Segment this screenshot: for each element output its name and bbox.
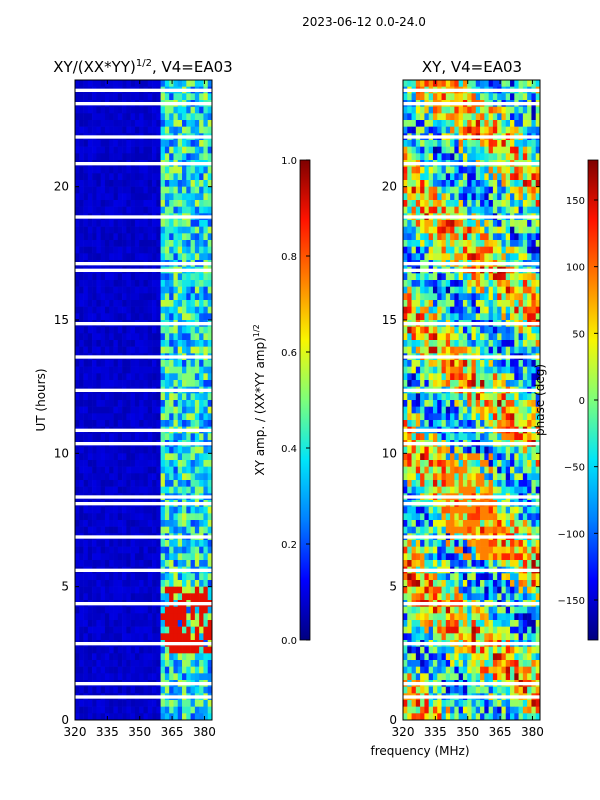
colorbar-tick-label: −150	[558, 596, 585, 607]
x-tick-label: 335	[96, 725, 119, 739]
x-tick-label: 365	[161, 725, 184, 739]
left-heatmap	[75, 80, 213, 721]
y-tick-label: 10	[54, 446, 69, 460]
y-tick-label: 0	[61, 713, 69, 727]
y-tick-label: 15	[382, 313, 397, 327]
right-x-axis: 320 335 350 365 380	[392, 80, 544, 739]
y-tick-label: 10	[382, 446, 397, 460]
colorbar-tick-label: 0.8	[281, 252, 297, 263]
amplitude-ratio-plot: XY/(XX*YY)1/2, V4=EA03 320 335 350 365 380 0…	[34, 58, 233, 739]
colorbar-tick-label: 100	[566, 263, 585, 274]
right-heatmap	[403, 80, 541, 721]
colorbar-tick-label: 0.2	[281, 540, 297, 551]
amplitude-colorbar-gradient	[299, 159, 311, 641]
figure-title: 2023-06-12 0.0-24.0	[302, 15, 426, 29]
left-plot-frame	[74, 79, 213, 721]
left-y-axis-label: UT (hours)	[34, 368, 48, 431]
y-tick-label: 5	[61, 580, 69, 594]
left-y-axis: 0 5 10 15 20	[54, 180, 212, 727]
x-tick-label: 350	[456, 725, 479, 739]
phase-colorbar: −150 −100 −50 0 50 100 150 phase (deg)	[533, 159, 599, 641]
left-plot-title: XY/(XX*YY)1/2, V4=EA03	[53, 58, 232, 76]
y-tick-label: 5	[389, 580, 397, 594]
colorbar-tick-label: 50	[572, 329, 585, 340]
y-tick-label: 15	[54, 313, 69, 327]
amplitude-colorbar-ticks: 0.0 0.2 0.4 0.6 0.8 1.0	[281, 156, 310, 647]
x-tick-label: 365	[489, 725, 512, 739]
phase-colorbar-label: phase (deg)	[533, 364, 547, 436]
x-tick-label: 380	[521, 725, 544, 739]
shared-x-axis-label: frequency (MHz)	[370, 744, 469, 758]
y-tick-label: 20	[54, 180, 69, 194]
colorbar-tick-label: 0	[579, 396, 585, 407]
colorbar-tick-label: −100	[558, 529, 585, 540]
colorbar-tick-label: 0.4	[281, 444, 297, 455]
x-tick-label: 380	[193, 725, 216, 739]
y-tick-label: 20	[382, 180, 397, 194]
x-tick-label: 320	[64, 725, 87, 739]
x-tick-label: 350	[128, 725, 151, 739]
colorbar-tick-label: 1.0	[281, 156, 297, 167]
y-tick-label: 0	[389, 713, 397, 727]
right-plot-title: XY, V4=EA03	[422, 58, 522, 76]
amplitude-colorbar: 0.0 0.2 0.4 0.6 0.8 1.0 XY amp. / (XX*YY amp)…	[252, 156, 311, 647]
colorbar-tick-label: 150	[566, 196, 585, 207]
phase-plot: XY, V4=EA03 320 335 350 365 380 0 5 10 15 20 fre…	[370, 58, 543, 758]
colorbar-tick-label: −50	[564, 463, 585, 474]
left-x-axis: 320 335 350 365 380	[64, 80, 216, 739]
colorbar-tick-label: 0.6	[281, 348, 297, 359]
right-plot-frame	[402, 79, 541, 721]
x-tick-label: 320	[392, 725, 415, 739]
amplitude-colorbar-label: XY amp. / (XX*YY amp)1/2	[252, 324, 267, 475]
x-tick-label: 335	[424, 725, 447, 739]
colorbar-tick-label: 0.0	[281, 636, 297, 647]
phase-colorbar-ticks: −150 −100 −50 0 50 100 150	[558, 196, 598, 607]
right-y-axis: 0 5 10 15 20	[382, 180, 540, 727]
